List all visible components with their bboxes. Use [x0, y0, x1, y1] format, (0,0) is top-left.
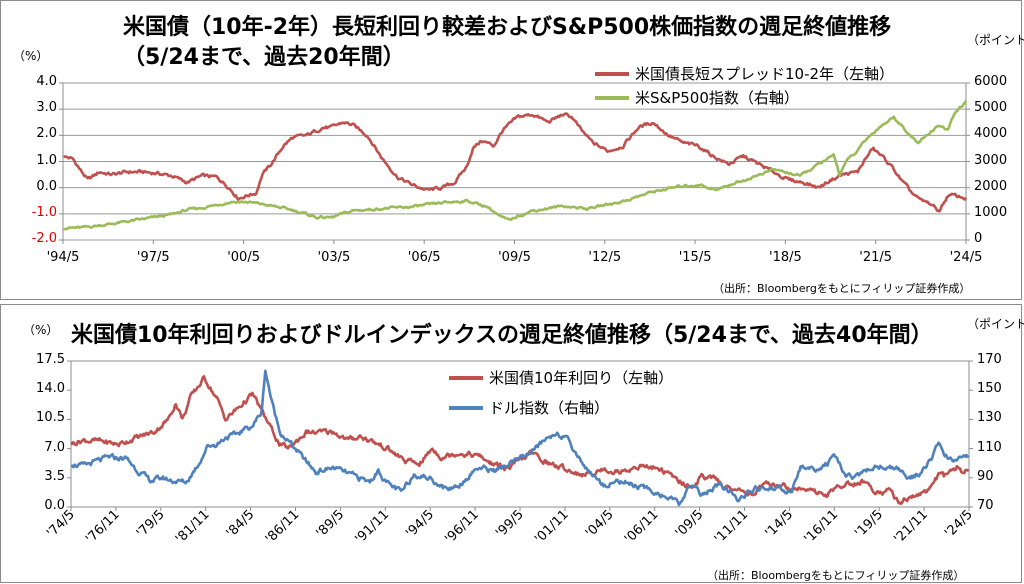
x-tick-label: '24/5	[949, 250, 983, 265]
x-tick-label: '16/11	[801, 507, 841, 547]
x-tick-label: '04/5	[583, 507, 617, 541]
x-tick-label: '11/11	[712, 507, 752, 547]
x-tick-label: '14/5	[762, 507, 796, 541]
x-tick-label: '21/5	[859, 250, 893, 265]
x-tick-label: '81/11	[173, 507, 213, 547]
series-line-1	[70, 375, 970, 505]
right-axis-unit: （ポイント）	[967, 33, 1024, 47]
series-line-2	[63, 100, 968, 231]
y-left-tick-label: 0.0	[36, 178, 57, 194]
x-tick-label: '21/11	[891, 507, 931, 547]
x-tick-label: '86/11	[263, 507, 303, 547]
y-left-tick-label: 14.0	[36, 381, 65, 397]
y-right-tick-label: 3000	[974, 152, 1008, 168]
legend-swatch	[449, 405, 483, 410]
y-left-tick-label: 1.0	[36, 152, 57, 168]
chart-subtitle: （5/24まで、過去20年間）	[123, 45, 405, 70]
x-tick-label: '94/5	[403, 507, 437, 541]
series-line-2	[70, 369, 970, 507]
x-tick-label: '99/5	[493, 507, 527, 541]
y-right-tick-label: 130	[977, 410, 1002, 426]
chart-title: 米国債10年利回りおよびドルインデックスの週足終値推移（5/24まで、過去40年…	[71, 323, 933, 348]
y-right-tick-label: 2000	[974, 178, 1008, 194]
legend-item-sp500: 米S&P500指数（右軸）	[595, 87, 799, 108]
legend-label: 米S&P500指数（右軸）	[635, 89, 799, 107]
legend-swatch	[449, 375, 483, 380]
x-tick-label: '06/11	[622, 507, 662, 547]
legend-label: ドル指数（右軸）	[489, 399, 610, 417]
legend-swatch	[595, 95, 629, 100]
x-tick-label: '12/5	[588, 250, 622, 265]
y-right-tick-label: 150	[977, 381, 1002, 397]
legend-item-spread: 米国債長短スプレッド10-2年（左軸）	[595, 63, 894, 84]
x-tick-label: '76/11	[83, 507, 123, 547]
y-right-tick-label: 0	[974, 231, 983, 246]
left-axis-unit: （%）	[23, 323, 59, 337]
y-right-tick-label: 70	[977, 498, 994, 513]
chart-title: 米国債（10年-2年）長短利回り較差およびS&P500株価指数の週足終値推移	[123, 15, 892, 40]
x-tick-label: '06/5	[407, 250, 441, 265]
y-left-tick-label: 4.0	[36, 74, 57, 89]
legend-label: 米国債長短スプレッド10-2年（左軸）	[635, 65, 895, 83]
source-note: （出所：Bloombergをもとにフィリップ証券作成）	[707, 569, 965, 582]
x-tick-label: '09/5	[673, 507, 707, 541]
chart-plot-1	[59, 82, 970, 244]
source-note: （出所：Bloombergをもとにフィリップ証券作成）	[713, 282, 971, 295]
x-tick-label: '84/5	[224, 507, 258, 541]
y-right-tick-label: 6000	[974, 74, 1008, 89]
y-left-tick-label: 7.0	[44, 439, 65, 455]
x-tick-label: '97/5	[136, 250, 170, 265]
x-tick-label: '94/5	[46, 250, 80, 265]
legend-swatch	[595, 71, 629, 76]
legend-item-dxy: ドル指数（右軸）	[449, 397, 609, 418]
y-left-tick-label: -2.0	[31, 231, 57, 246]
x-tick-label: '09/5	[498, 250, 531, 265]
legend-item-yield: 米国債10年利回り（左軸）	[449, 367, 673, 388]
x-tick-label: '00/5	[227, 250, 260, 265]
y-left-tick-label: 10.5	[36, 410, 65, 426]
right-axis-unit: （ポイント）	[967, 317, 1024, 331]
y-right-tick-label: 1000	[974, 204, 1008, 220]
legend-label: 米国債10年利回り（左軸）	[489, 369, 674, 387]
x-tick-label: '15/5	[678, 250, 712, 265]
y-left-tick-label: 0.0	[44, 498, 65, 513]
x-tick-label: '03/5	[317, 250, 351, 265]
y-right-tick-label: 4000	[974, 126, 1008, 142]
x-tick-label: '01/11	[532, 507, 572, 547]
x-tick-label: '96/11	[442, 507, 482, 547]
chart-plot-2: '74/5'76/11'79/5'81/11'84/5'86/11'89/5'9…	[44, 360, 976, 547]
series-line-1	[63, 112, 968, 213]
x-tick-label: '24/5	[942, 507, 976, 541]
left-axis-unit: （%）	[13, 49, 49, 63]
y-left-tick-label: 2.0	[36, 126, 57, 142]
x-tick-label: '89/5	[313, 507, 347, 541]
y-right-tick-label: 170	[977, 352, 1002, 367]
y-left-tick-label: -1.0	[31, 204, 57, 220]
chart-panel-yield-dxy: 米国債10年利回りおよびドルインデックスの週足終値推移（5/24まで、過去40年…	[0, 304, 1024, 583]
y-left-tick-label: 3.0	[36, 100, 57, 116]
y-right-tick-label: 90	[977, 468, 994, 484]
y-right-tick-label: 110	[977, 439, 1002, 455]
y-right-tick-label: 5000	[974, 100, 1008, 116]
x-tick-label: '18/5	[769, 250, 802, 265]
x-tick-label: '91/11	[352, 507, 392, 547]
x-tick-label: '79/5	[134, 507, 168, 541]
y-left-tick-label: 17.5	[36, 352, 65, 367]
chart-panel-spread-sp500: 米国債（10年-2年）長短利回り較差およびS&P500株価指数の週足終値推移 （…	[0, 0, 1024, 300]
x-tick-label: '19/5	[852, 507, 886, 541]
y-left-tick-label: 3.5	[44, 468, 65, 484]
